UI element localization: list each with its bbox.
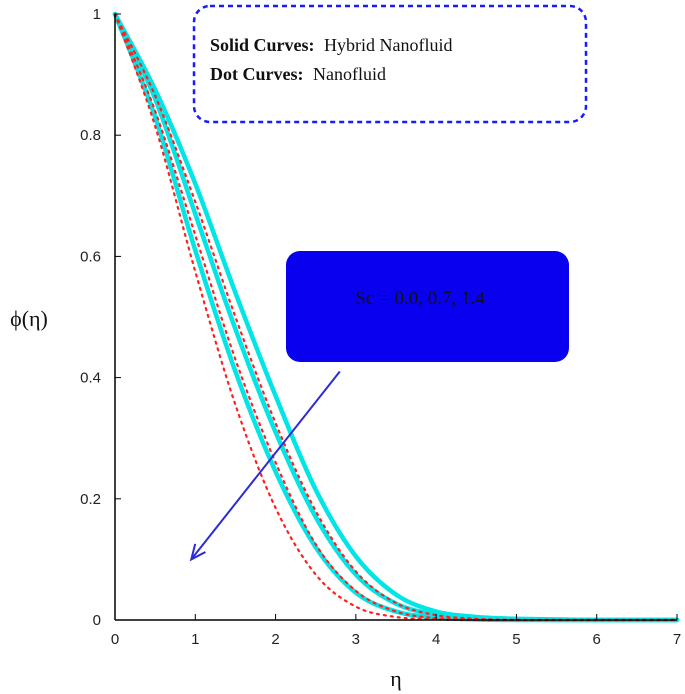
arrow-head [189,543,206,562]
x-tick-label: 6 [593,631,601,648]
x-tick-label: 4 [432,631,440,648]
sc-arrow [189,370,341,562]
annotation-box [286,251,569,362]
x-tick-label: 7 [673,631,681,648]
legend-box [192,4,588,124]
legend-dot-entry: Dot Curves: Nanofluid [210,64,386,84]
y-tick-label: 0.8 [80,127,101,144]
x-tick-label: 0 [111,631,119,648]
x-tick-label: 1 [191,631,199,648]
x-tick-label: 2 [271,631,279,648]
y-tick-label: 1 [93,6,101,23]
y-tick-label: 0.6 [80,248,101,265]
x-tick-label: 3 [352,631,360,648]
x-axis-label: η [390,666,402,691]
y-tick-label: 0.4 [80,370,101,387]
legend-dot-label: Dot Curves: [210,64,303,84]
x-ticks: 0 1 2 3 4 5 6 7 [111,614,681,648]
legend-solid-entry: Solid Curves: Hybrid Nanofluid [210,35,453,55]
legend-dot-value: Nanofluid [313,64,386,84]
y-tick-label: 0.2 [80,491,101,508]
legend-solid-label: Solid Curves: [210,35,315,55]
legend-solid-value: Hybrid Nanofluid [324,35,452,55]
annotation-text: Sc = 0.0, 0.7, 1.4 [355,288,485,309]
y-axis-label: ϕ(η) [10,306,48,331]
x-tick-label: 5 [512,631,520,648]
y-ticks: 0 0.2 0.4 0.6 0.8 1 [80,6,121,629]
y-tick-label: 0 [93,612,101,629]
arrow-shaft [190,370,341,561]
